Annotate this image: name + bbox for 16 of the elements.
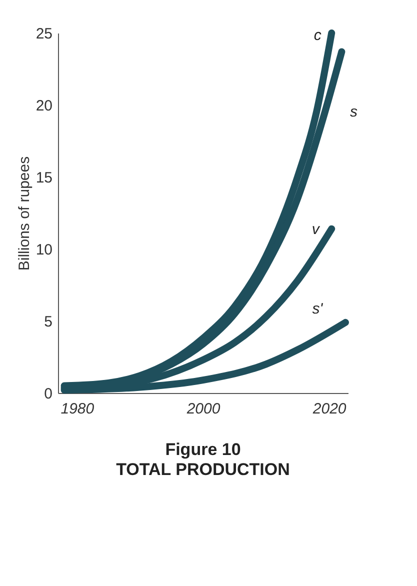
text: Figure 10 (165, 440, 241, 459)
y-tick-label: 20 (36, 98, 52, 114)
y-tick-label: 0 (44, 386, 52, 402)
y-axis-title: Billions of rupees (16, 156, 33, 271)
y-tick-label: 25 (36, 26, 52, 42)
text: TOTAL PRODUCTION (116, 460, 290, 479)
series-label: c (314, 27, 322, 44)
series-label: s (350, 104, 358, 121)
y-tick-label: 10 (36, 242, 52, 258)
x-tick-label: 2000 (186, 400, 221, 418)
series-label: v (312, 220, 321, 238)
series-label: s' (312, 300, 324, 318)
y-tick-label: 5 (44, 314, 52, 330)
y-tick-label: 15 (36, 170, 52, 186)
x-tick-label: 2020 (312, 400, 347, 418)
x-tick-label: 1980 (60, 400, 95, 418)
